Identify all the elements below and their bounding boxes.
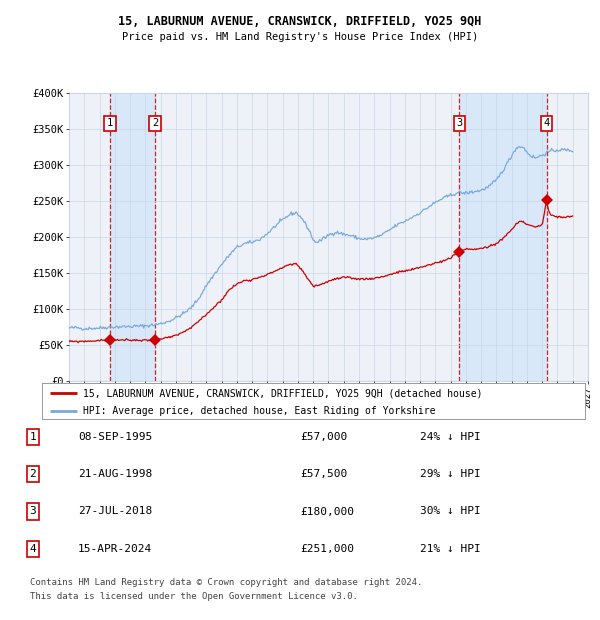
Text: 1: 1: [107, 118, 113, 128]
Text: 21-AUG-1998: 21-AUG-1998: [78, 469, 152, 479]
Text: £57,500: £57,500: [300, 469, 347, 479]
Bar: [110, 93, 155, 381]
Text: 15-APR-2024: 15-APR-2024: [78, 544, 152, 554]
Text: £251,000: £251,000: [300, 544, 354, 554]
Text: 4: 4: [544, 118, 550, 128]
Text: 29% ↓ HPI: 29% ↓ HPI: [420, 469, 481, 479]
Text: 3: 3: [457, 118, 463, 128]
Text: 15, LABURNUM AVENUE, CRANSWICK, DRIFFIELD, YO25 9QH (detached house): 15, LABURNUM AVENUE, CRANSWICK, DRIFFIEL…: [83, 388, 482, 398]
Text: £57,000: £57,000: [300, 432, 347, 442]
Text: 2: 2: [29, 469, 37, 479]
Text: 27-JUL-2018: 27-JUL-2018: [78, 507, 152, 516]
Text: 3: 3: [29, 507, 37, 516]
Text: 15, LABURNUM AVENUE, CRANSWICK, DRIFFIELD, YO25 9QH: 15, LABURNUM AVENUE, CRANSWICK, DRIFFIEL…: [118, 16, 482, 28]
Text: 1: 1: [29, 432, 37, 442]
Text: This data is licensed under the Open Government Licence v3.0.: This data is licensed under the Open Gov…: [30, 592, 358, 601]
Text: 24% ↓ HPI: 24% ↓ HPI: [420, 432, 481, 442]
Text: £180,000: £180,000: [300, 507, 354, 516]
Text: 08-SEP-1995: 08-SEP-1995: [78, 432, 152, 442]
Bar: [460, 93, 547, 381]
Text: 30% ↓ HPI: 30% ↓ HPI: [420, 507, 481, 516]
Text: 2: 2: [152, 118, 158, 128]
Text: 21% ↓ HPI: 21% ↓ HPI: [420, 544, 481, 554]
Text: 4: 4: [29, 544, 37, 554]
Text: Price paid vs. HM Land Registry's House Price Index (HPI): Price paid vs. HM Land Registry's House …: [122, 32, 478, 42]
Text: HPI: Average price, detached house, East Riding of Yorkshire: HPI: Average price, detached house, East…: [83, 405, 435, 416]
Text: Contains HM Land Registry data © Crown copyright and database right 2024.: Contains HM Land Registry data © Crown c…: [30, 578, 422, 587]
